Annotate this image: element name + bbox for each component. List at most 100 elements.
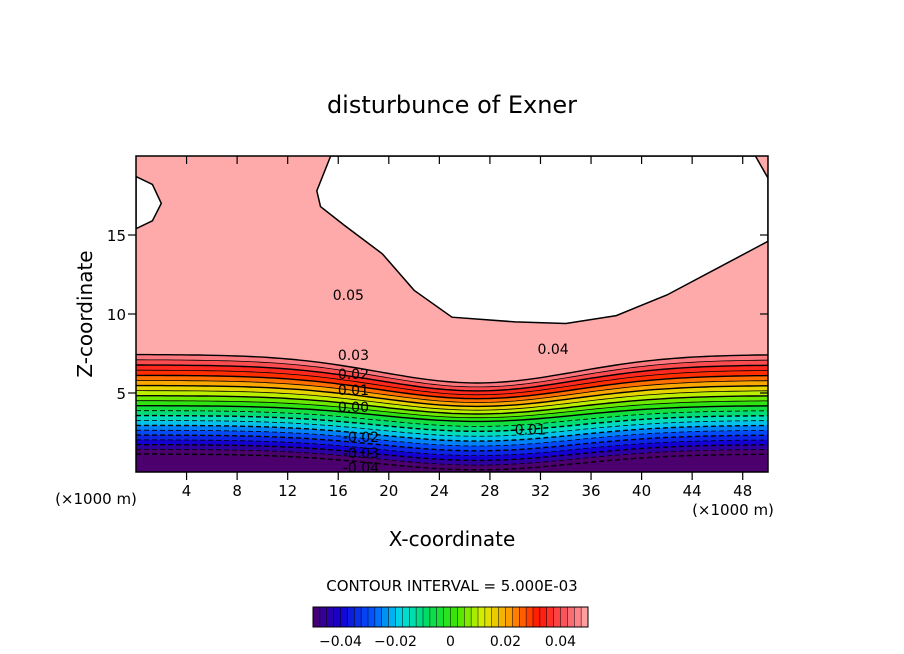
contour-line-0.030 (136, 374, 768, 400)
x-tick-label: 20 (379, 482, 398, 500)
contour-line-0.005 (136, 400, 768, 419)
contour-label: 0.01 (338, 383, 369, 399)
colorbar-tick-label: −0.04 (319, 634, 362, 650)
contour-line--0.015 (136, 420, 768, 437)
colorbar-cell (395, 607, 403, 627)
colorbar-cell (553, 607, 561, 627)
contour-label: -0.04 (343, 460, 379, 476)
colorbar-cell (361, 607, 369, 627)
colorbar-cell (340, 607, 348, 627)
x-tick-label: 12 (278, 482, 297, 500)
colorbar-cell (313, 607, 321, 627)
contour-line-0.025 (136, 380, 768, 403)
colorbar-cell (574, 607, 582, 627)
x-tick-label: 48 (733, 482, 752, 500)
colorbar-cell (546, 607, 555, 627)
colorbar-cell (567, 607, 575, 627)
colorbar-cell (368, 607, 376, 627)
colorbar-cell (402, 607, 410, 627)
colorbar-cell (416, 607, 424, 627)
x-axis-unit-left: (×1000 m) (55, 490, 137, 508)
colorbar-tick-labels: −0.04 −0.02 0 0.02 0.04 (319, 634, 576, 650)
contour-line--0.025 (136, 429, 768, 447)
colorbar-tick-label: 0.04 (545, 634, 576, 650)
contour-line-0.045 (136, 359, 768, 388)
contour-label: -0.01 (510, 422, 546, 438)
y-tick-label: 10 (107, 306, 126, 324)
x-axis-unit-right: (×1000 m) (692, 501, 774, 519)
colorbar-cell (354, 607, 362, 627)
contour-line--0.005 (136, 410, 768, 427)
contour-interval-text: CONTOUR INTERVAL = 5.000E-03 (326, 577, 577, 595)
x-tick-label: 16 (329, 482, 348, 500)
colorbar-cell (374, 607, 383, 627)
colorbar-cell (512, 607, 520, 627)
x-axis-ticks: 4 8 12 16 20 24 28 32 36 40 44 48 (182, 156, 752, 500)
colorbar-cell (464, 607, 472, 627)
colorbar-tick-label: 0.02 (490, 634, 521, 650)
x-tick-label: 24 (430, 482, 449, 500)
colorbar-cell (409, 607, 417, 627)
colorbar-cell (326, 607, 335, 627)
chart-title: disturbunce of Exner (327, 91, 577, 119)
y-tick-label: 5 (116, 385, 126, 403)
y-tick-label: 15 (107, 227, 126, 245)
contour-lines (136, 353, 768, 471)
colorbar-cell (491, 607, 500, 627)
x-tick-label: 40 (632, 482, 651, 500)
contour-line--0.035 (136, 439, 768, 456)
colorbar-tick-label: −0.02 (374, 634, 417, 650)
contour-line-0.010 (136, 395, 768, 415)
colorbar-cell (333, 607, 341, 627)
colorbar-cell (471, 607, 479, 627)
colorbar-cell (381, 607, 390, 627)
contour-label: 0.00 (338, 400, 369, 416)
contour-line--0.045 (136, 449, 768, 466)
contour-line--0.030 (136, 434, 768, 452)
contour-line-0.020 (136, 384, 768, 408)
contour-line--0.020 (136, 424, 768, 442)
x-tick-label: 8 (232, 482, 242, 500)
colorbar-cell (581, 607, 589, 627)
contour-label: 0.05 (333, 288, 364, 304)
contour-line-0.050 (136, 353, 768, 384)
x-tick-label: 32 (531, 482, 550, 500)
colorbar-cell (498, 607, 506, 627)
colorbar-cell (429, 607, 438, 627)
contour-label: -0.03 (343, 446, 379, 462)
y-axis-label: Z-coordinate (73, 250, 97, 377)
contour-line--0.010 (136, 414, 768, 432)
x-axis-label: X-coordinate (389, 527, 516, 551)
contour-line-0.000 (136, 405, 768, 423)
x-tick-label: 44 (683, 482, 702, 500)
contour-line--0.050 (136, 453, 768, 471)
contour-label: 0.03 (338, 348, 369, 364)
colorbar-tick-label: 0 (446, 634, 455, 650)
blank-region (316, 156, 768, 325)
colorbar-cell (423, 607, 431, 627)
blank-region-left (136, 175, 163, 230)
colorbar-cell (560, 607, 568, 627)
colorbar-cell (484, 607, 493, 627)
colorbar-cell (505, 607, 513, 627)
colorbar-cell (478, 607, 486, 627)
contour-label: -0.02 (343, 430, 379, 446)
colorbar-cell (539, 607, 548, 627)
colorbar-cell (436, 607, 445, 627)
colorbar-cell (519, 607, 527, 627)
colorbar-cell (443, 607, 451, 627)
colorbar-cell (450, 607, 458, 627)
contour-line-0.035 (136, 369, 768, 396)
x-tick-label: 28 (480, 482, 499, 500)
contour-label: 0.04 (538, 342, 569, 358)
colorbar-frame (312, 606, 589, 628)
y-axis-ticks: 5 10 15 (107, 227, 768, 403)
colorbar-cell (533, 607, 541, 627)
band--0.050 (136, 454, 768, 472)
colorbar-cell (457, 607, 465, 627)
x-tick-label: 36 (581, 482, 600, 500)
colorbar-cell (347, 607, 355, 627)
contour-line--0.040 (136, 443, 768, 462)
colorbar-cell (388, 607, 396, 627)
